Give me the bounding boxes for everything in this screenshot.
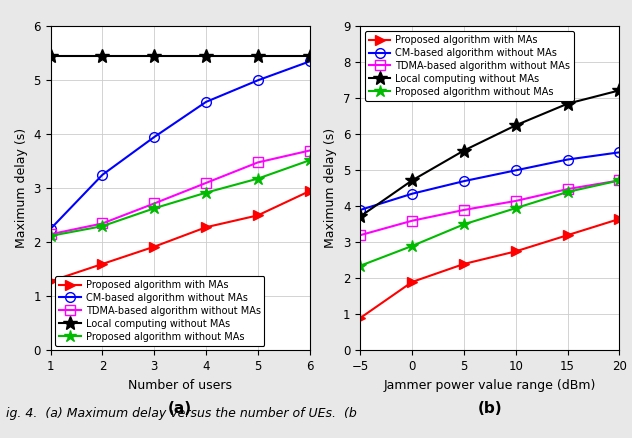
Local computing without MAs <box>408 178 416 183</box>
TDMA-based algorithm without MAs <box>564 187 571 192</box>
CM-based algorithm without MAs <box>564 157 571 162</box>
Local computing without MAs <box>202 53 210 59</box>
CM-based algorithm without MAs <box>306 59 313 64</box>
TDMA-based algorithm without MAs <box>150 201 158 206</box>
Proposed algorithm with MAs <box>408 279 416 285</box>
CM-based algorithm without MAs <box>616 150 623 155</box>
Local computing without MAs <box>512 123 520 128</box>
CM-based algorithm without MAs <box>150 134 158 140</box>
CM-based algorithm without MAs <box>408 191 416 196</box>
Proposed algorithm without MAs <box>616 178 623 183</box>
Line: Proposed algorithm without MAs: Proposed algorithm without MAs <box>354 174 626 272</box>
Local computing without MAs <box>564 101 571 106</box>
Proposed algorithm with MAs <box>356 315 364 321</box>
Proposed algorithm with MAs <box>460 261 468 267</box>
TDMA-based algorithm without MAs <box>99 221 106 226</box>
Line: Proposed algorithm without MAs: Proposed algorithm without MAs <box>44 154 316 242</box>
TDMA-based algorithm without MAs <box>356 233 364 238</box>
CM-based algorithm without MAs <box>460 179 468 184</box>
CM-based algorithm without MAs <box>202 99 210 105</box>
CM-based algorithm without MAs <box>356 207 364 212</box>
Text: (a): (a) <box>168 401 192 416</box>
Y-axis label: Maximum delay (s): Maximum delay (s) <box>15 128 28 248</box>
Proposed algorithm with MAs <box>99 261 106 267</box>
Proposed algorithm without MAs <box>150 206 158 211</box>
TDMA-based algorithm without MAs <box>512 198 520 204</box>
Text: (b): (b) <box>478 401 502 416</box>
Local computing without MAs <box>47 53 54 59</box>
TDMA-based algorithm without MAs <box>254 160 262 165</box>
Proposed algorithm without MAs <box>356 263 364 268</box>
TDMA-based algorithm without MAs <box>47 232 54 237</box>
Proposed algorithm without MAs <box>306 158 313 163</box>
TDMA-based algorithm without MAs <box>408 218 416 223</box>
Local computing without MAs <box>254 53 262 59</box>
Line: CM-based algorithm without MAs: CM-based algorithm without MAs <box>46 57 315 234</box>
Proposed algorithm without MAs <box>202 190 210 195</box>
CM-based algorithm without MAs <box>512 168 520 173</box>
Proposed algorithm without MAs <box>47 233 54 239</box>
Proposed algorithm without MAs <box>99 223 106 229</box>
CM-based algorithm without MAs <box>99 172 106 177</box>
Y-axis label: Maximum delay (s): Maximum delay (s) <box>324 128 337 248</box>
CM-based algorithm without MAs <box>254 78 262 83</box>
Proposed algorithm with MAs <box>254 213 262 218</box>
Line: Proposed algorithm with MAs: Proposed algorithm with MAs <box>46 186 315 286</box>
Local computing without MAs <box>616 88 623 93</box>
X-axis label: Jammer power value range (dBm): Jammer power value range (dBm) <box>384 379 596 392</box>
TDMA-based algorithm without MAs <box>460 207 468 212</box>
Local computing without MAs <box>356 214 364 219</box>
Local computing without MAs <box>460 148 468 153</box>
Proposed algorithm without MAs <box>460 222 468 227</box>
CM-based algorithm without MAs <box>47 226 54 232</box>
Proposed algorithm without MAs <box>254 176 262 181</box>
Line: TDMA-based algorithm without MAs: TDMA-based algorithm without MAs <box>46 146 315 239</box>
Proposed algorithm with MAs <box>616 216 623 222</box>
TDMA-based algorithm without MAs <box>202 180 210 186</box>
Proposed algorithm with MAs <box>564 233 571 238</box>
Line: CM-based algorithm without MAs: CM-based algorithm without MAs <box>355 148 624 215</box>
Local computing without MAs <box>306 53 313 59</box>
Line: TDMA-based algorithm without MAs: TDMA-based algorithm without MAs <box>355 176 624 240</box>
Legend: Proposed algorithm with MAs, CM-based algorithm without MAs, TDMA-based algorith: Proposed algorithm with MAs, CM-based al… <box>365 31 574 101</box>
Proposed algorithm with MAs <box>202 225 210 230</box>
Proposed algorithm with MAs <box>512 249 520 254</box>
X-axis label: Number of users: Number of users <box>128 379 232 392</box>
Proposed algorithm without MAs <box>564 189 571 194</box>
TDMA-based algorithm without MAs <box>306 148 313 153</box>
Line: Local computing without MAs: Local computing without MAs <box>353 84 626 223</box>
Line: Local computing without MAs: Local computing without MAs <box>44 49 317 63</box>
Proposed algorithm without MAs <box>408 244 416 249</box>
Text: ig. 4.  (a) Maximum delay versus the number of UEs.  (b: ig. 4. (a) Maximum delay versus the numb… <box>6 407 357 420</box>
Legend: Proposed algorithm with MAs, CM-based algorithm without MAs, TDMA-based algorith: Proposed algorithm with MAs, CM-based al… <box>56 276 264 346</box>
Local computing without MAs <box>150 53 158 59</box>
Proposed algorithm with MAs <box>306 188 313 194</box>
Proposed algorithm with MAs <box>150 244 158 249</box>
TDMA-based algorithm without MAs <box>616 178 623 183</box>
Local computing without MAs <box>99 53 106 59</box>
Line: Proposed algorithm with MAs: Proposed algorithm with MAs <box>355 214 624 323</box>
Proposed algorithm with MAs <box>47 279 54 284</box>
Proposed algorithm without MAs <box>512 205 520 211</box>
